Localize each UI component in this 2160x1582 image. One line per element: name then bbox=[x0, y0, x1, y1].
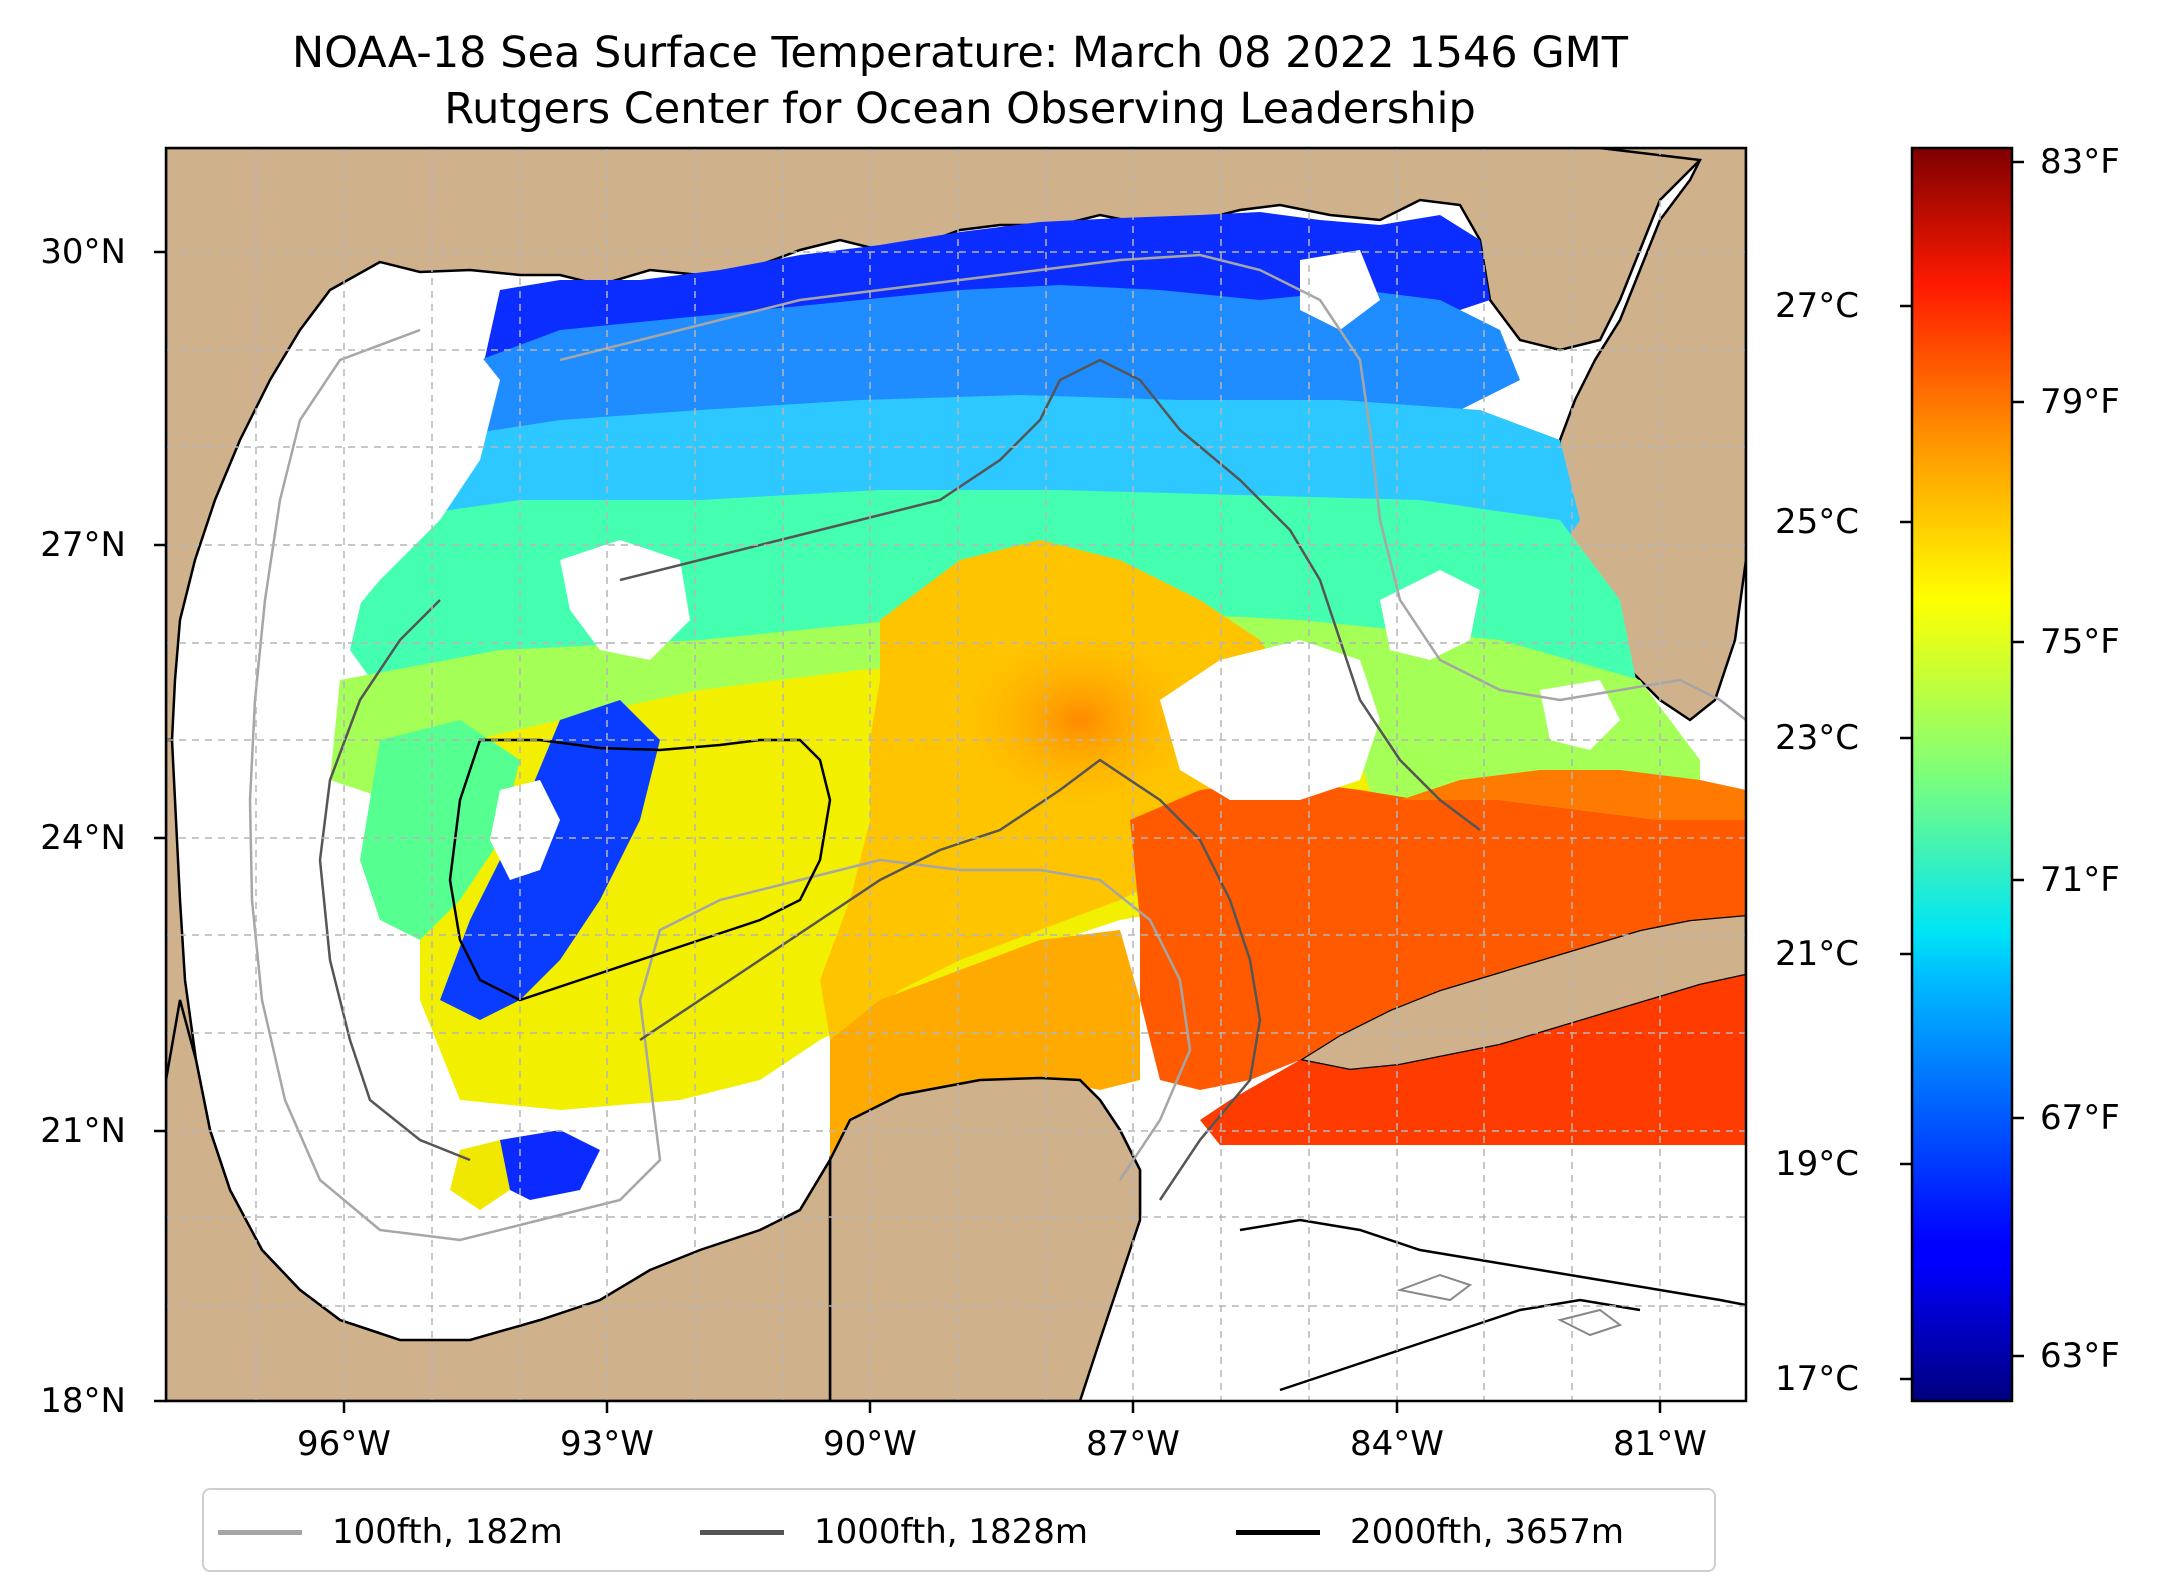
y-tick-label: 24°N bbox=[40, 818, 126, 858]
colorbar-celsius-label: 25°C bbox=[1775, 502, 1860, 542]
contour-1000fth bbox=[318, 358, 1481, 1201]
colorbar-fahrenheit-label: 71°F bbox=[2040, 860, 2120, 900]
y-tick-label: 27°N bbox=[40, 525, 126, 565]
colorbar-celsius-label: 17°C bbox=[1775, 1359, 1860, 1399]
colorbar-celsius-label: 21°C bbox=[1775, 934, 1860, 974]
axis-tick-marks bbox=[154, 250, 1662, 1413]
x-tick-label: 93°W bbox=[560, 1424, 654, 1464]
colorbar-fahrenheit-label: 63°F bbox=[2040, 1336, 2120, 1376]
contour-2000fth bbox=[448, 738, 1746, 1392]
x-tick-label: 90°W bbox=[823, 1424, 917, 1464]
map-subtitle: Rutgers Center for Ocean Observing Leade… bbox=[444, 84, 1476, 134]
colorbar-celsius-label: 27°C bbox=[1775, 286, 1860, 326]
colorbar-fahrenheit-label: 79°F bbox=[2040, 382, 2120, 422]
x-tick-label: 87°W bbox=[1086, 1424, 1180, 1464]
x-tick-label: 84°W bbox=[1350, 1424, 1444, 1464]
colorbar bbox=[1910, 146, 2014, 1403]
map-title: NOAA-18 Sea Surface Temperature: March 0… bbox=[291, 28, 1629, 78]
colorbar-fahrenheit-label: 67°F bbox=[2040, 1098, 2120, 1138]
legend-swatch bbox=[1236, 1530, 1320, 1535]
y-tick-label: 21°N bbox=[40, 1111, 126, 1151]
x-tick-label: 81°W bbox=[1613, 1424, 1707, 1464]
sst-field bbox=[200, 212, 1746, 1401]
legend-label: 100fth, 182m bbox=[332, 1512, 563, 1552]
x-tick-label: 96°W bbox=[297, 1424, 391, 1464]
colorbar-fahrenheit-label: 75°F bbox=[2040, 622, 2120, 662]
legend-swatch bbox=[700, 1530, 784, 1535]
legend: 100fth, 182m 1000fth, 1828m 2000fth, 365… bbox=[202, 1488, 1716, 1572]
legend-label: 1000fth, 1828m bbox=[814, 1512, 1089, 1552]
graticule bbox=[166, 148, 1746, 1401]
y-tick-label: 30°N bbox=[40, 232, 126, 272]
colorbar-celsius-label: 23°C bbox=[1775, 718, 1860, 758]
colorbar-tick-marks bbox=[1900, 160, 2024, 1381]
y-tick-label: 18°N bbox=[40, 1381, 126, 1421]
legend-label: 2000fth, 3657m bbox=[1350, 1512, 1625, 1552]
colorbar-fahrenheit-label: 83°F bbox=[2040, 142, 2120, 182]
map-plot-area bbox=[166, 148, 1746, 1401]
legend-swatch bbox=[218, 1530, 302, 1535]
colorbar-celsius-label: 19°C bbox=[1775, 1144, 1860, 1184]
